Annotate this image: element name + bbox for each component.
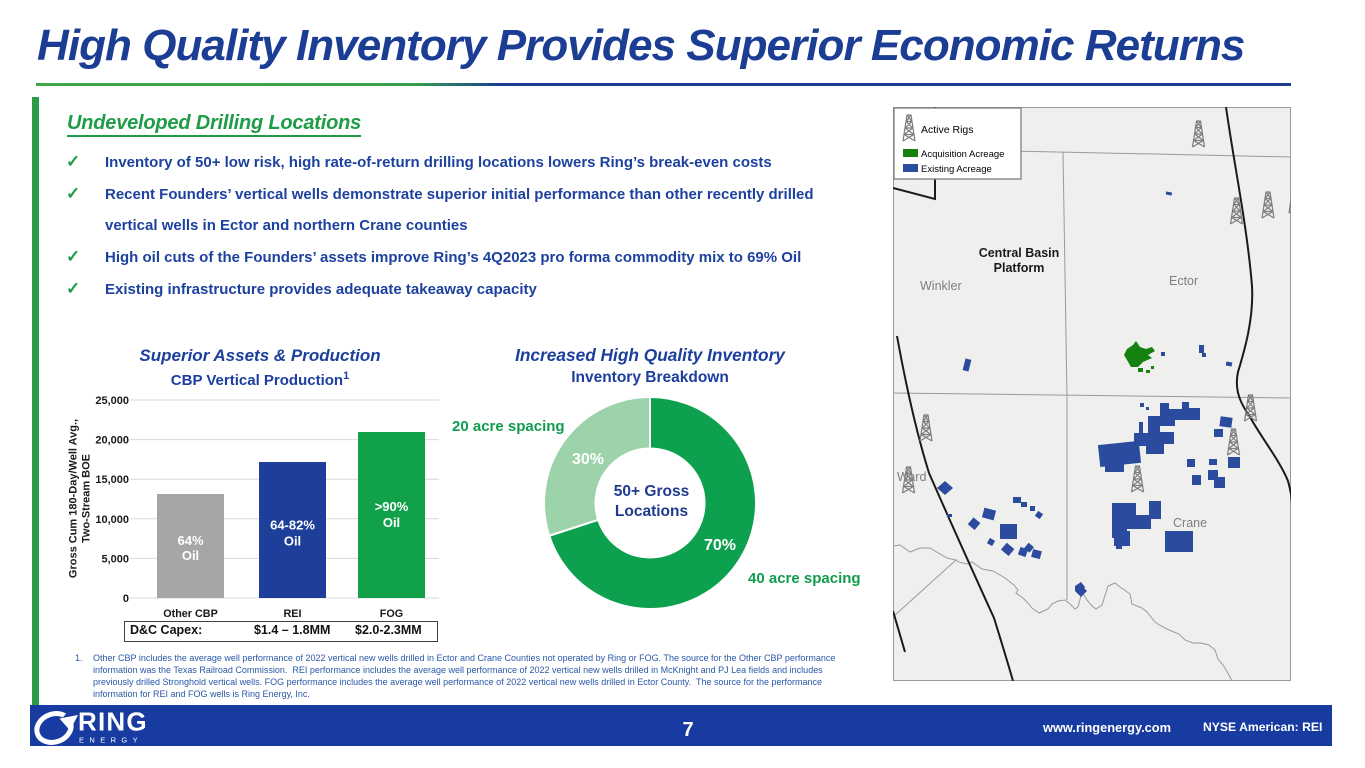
svg-text:Central Basin: Central Basin [979, 246, 1060, 260]
svg-text:64-82%: 64-82% [270, 518, 315, 533]
svg-text:REI: REI [284, 608, 302, 620]
svg-text:20,000: 20,000 [95, 435, 129, 447]
svg-text:Ward: Ward [897, 470, 926, 484]
svg-text:5,000: 5,000 [101, 553, 129, 565]
svg-text:Ector: Ector [1169, 274, 1198, 288]
svg-text:Acquisition Acreage: Acquisition Acreage [921, 149, 1004, 160]
svg-text:Active Rigs: Active Rigs [921, 124, 974, 136]
svg-text:Oil: Oil [182, 548, 199, 563]
svg-text:RING: RING [78, 709, 148, 737]
svg-text:ENERGY: ENERGY [79, 736, 143, 745]
svg-text:64%: 64% [177, 533, 203, 548]
svg-text:15,000: 15,000 [95, 474, 129, 486]
svg-text:25,000: 25,000 [95, 395, 129, 407]
svg-text:10,000: 10,000 [95, 514, 129, 526]
svg-text:Oil: Oil [284, 534, 301, 549]
svg-text:Oil: Oil [383, 515, 400, 530]
svg-text:Crane: Crane [1173, 516, 1207, 530]
svg-text:FOG: FOG [380, 608, 403, 620]
svg-text:Existing Acreage: Existing Acreage [921, 164, 992, 175]
svg-text:Winkler: Winkler [920, 279, 962, 293]
svg-text:Other CBP: Other CBP [163, 608, 218, 620]
svg-text:0: 0 [123, 593, 129, 605]
svg-text:>90%: >90% [375, 499, 409, 514]
svg-text:Platform: Platform [994, 261, 1045, 275]
